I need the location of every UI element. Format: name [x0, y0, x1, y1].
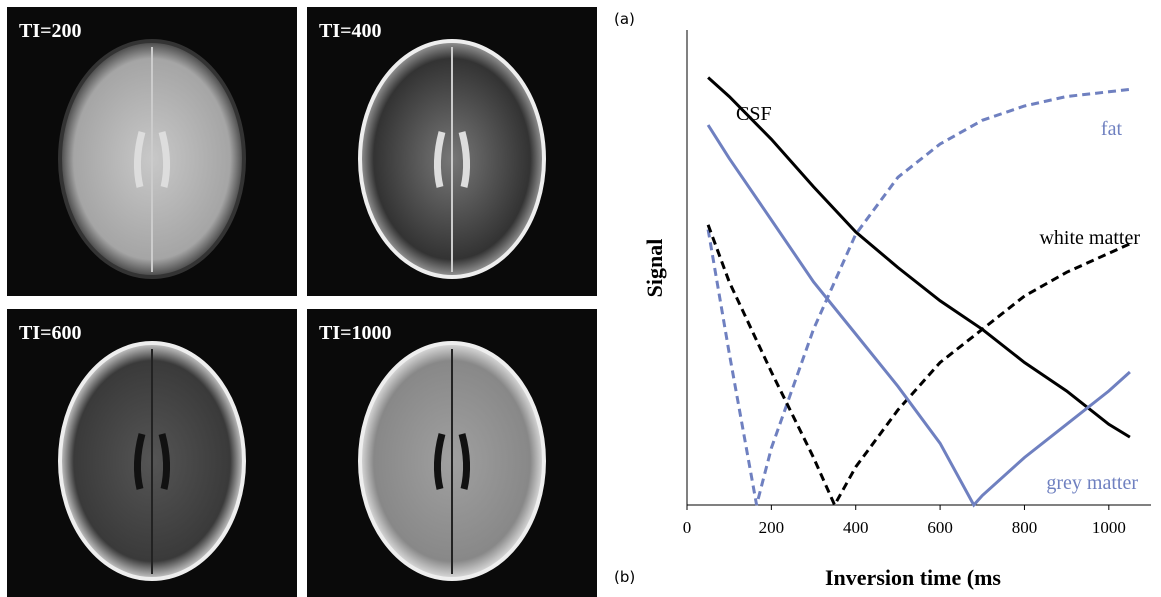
image-label: TI=600 — [19, 322, 82, 344]
series-line — [708, 89, 1130, 505]
series-label: fat — [1101, 118, 1123, 140]
panel-label: (a) — [614, 10, 635, 28]
x-tick-label: 600 — [927, 518, 953, 537]
x-axis-title: Inversion time (ms — [825, 565, 1001, 590]
image-label: TI=1000 — [319, 322, 392, 344]
panel-label: (b) — [614, 568, 635, 586]
chart: 0 200 400 600 800 1000 Inversion time (ms Signa… — [642, 30, 1151, 590]
series-label: grey matter — [1046, 472, 1138, 494]
x-tick-label: 800 — [1012, 518, 1038, 537]
x-tick-label: 0 — [683, 518, 692, 537]
series-label: CSF — [736, 103, 772, 125]
x-tick-label: 400 — [843, 518, 869, 537]
figure: TI=200 TI=400 TI=600 TI=1000 (a) (b) 0 200 40… — [0, 0, 1161, 597]
series-line — [708, 225, 1130, 505]
series-label: white matter — [1039, 227, 1140, 249]
x-tick-label: 200 — [759, 518, 785, 537]
x-tick-label: 1000 — [1092, 518, 1126, 537]
mri-panels: TI=200 TI=400 TI=600 TI=1000 — [7, 7, 597, 597]
image-label: TI=200 — [19, 20, 82, 42]
series-line — [708, 78, 1130, 438]
y-axis-title: Signal — [642, 239, 667, 298]
image-label: TI=400 — [319, 20, 382, 42]
